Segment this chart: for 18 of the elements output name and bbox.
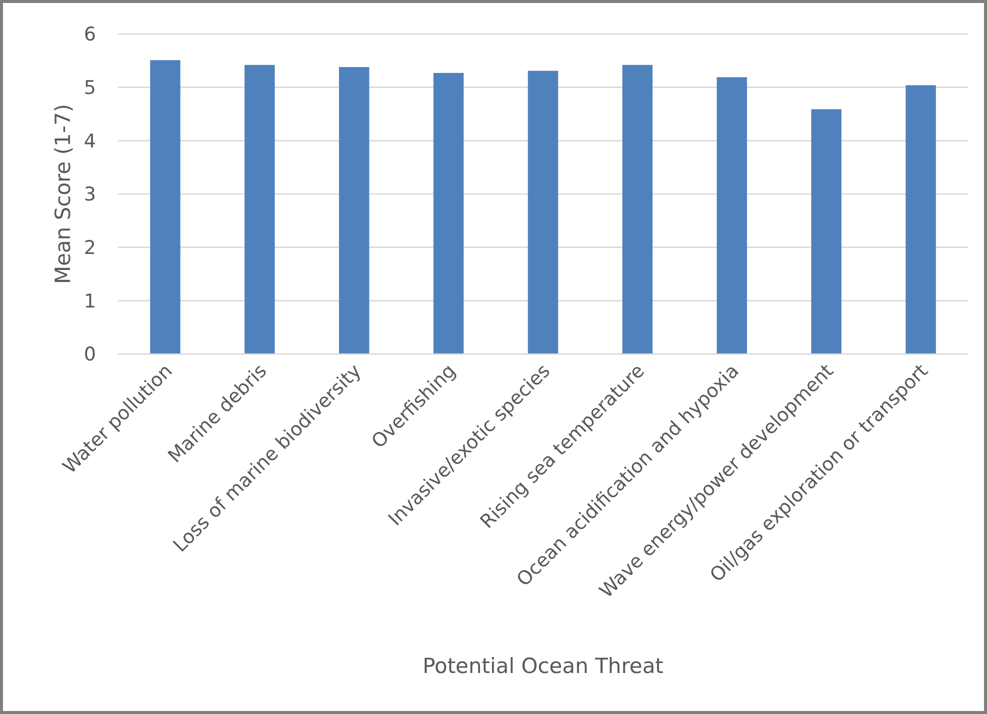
bar [622,64,653,354]
bar [716,77,747,354]
y-tick-label: 4 [84,130,96,152]
bar [339,67,370,354]
y-tick-label: 5 [84,76,96,99]
y-tick-label: 2 [84,236,96,259]
x-axis-title: Potential Ocean Threat [422,654,664,678]
y-tick-label: 3 [84,184,96,206]
bar [811,109,842,354]
y-axis-title: Mean Score (1-7) [51,104,75,284]
y-tick-label: 6 [84,24,96,46]
bar [244,64,275,354]
bar [906,85,936,354]
bar [433,72,464,354]
y-tick-label: 0 [84,344,96,366]
bar [150,60,180,354]
y-tick-label: 1 [84,290,96,312]
bar [528,70,558,354]
